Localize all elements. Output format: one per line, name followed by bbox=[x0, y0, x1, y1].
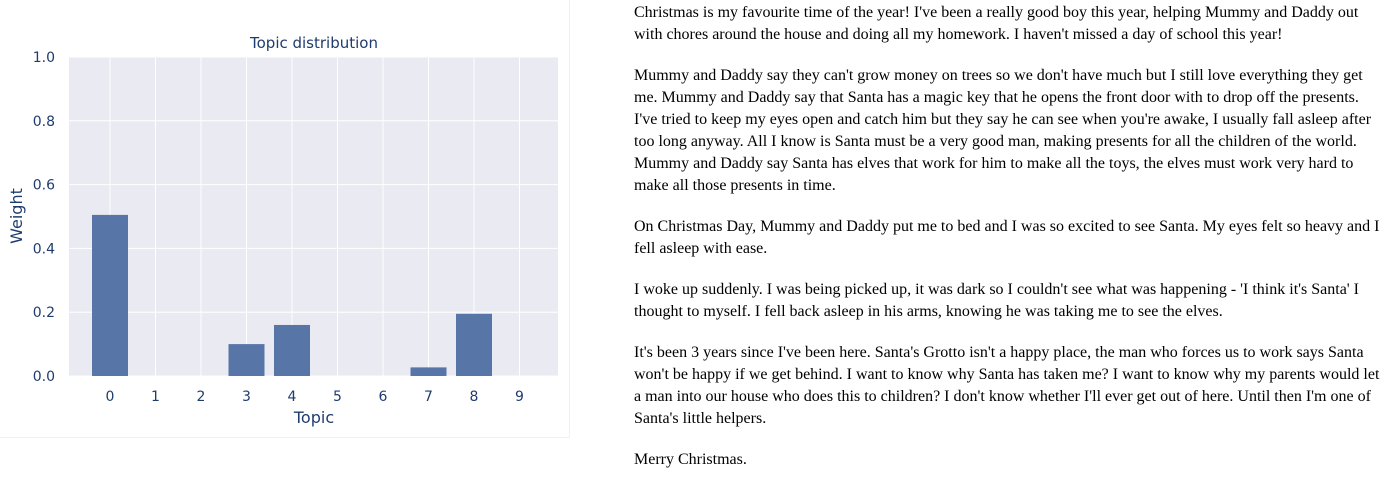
story-paragraph: Mummy and Daddy say they can't grow mone… bbox=[634, 67, 1372, 194]
chart-title: Topic distribution bbox=[249, 34, 378, 52]
story-paragraph: It's been 3 years since I've been here. … bbox=[634, 344, 1380, 427]
y-tick-label: 0.2 bbox=[33, 305, 55, 321]
story-paragraph: Christmas is my favourite time of the ye… bbox=[634, 4, 1359, 43]
story-paragraph: Merry Christmas. bbox=[634, 451, 747, 468]
x-axis-label: Topic bbox=[293, 408, 334, 427]
chart-panel: 0.0 0.2 0.4 0.6 0.8 1.0 0 1 2 3 4 5 6 7 8 9 Topic dist… bbox=[0, 0, 570, 438]
y-tick-label: 0.8 bbox=[33, 114, 55, 130]
grid-lines bbox=[69, 56, 558, 377]
bar-topic-3 bbox=[228, 344, 265, 376]
x-tick-label: 5 bbox=[333, 389, 342, 405]
bar-topic-8 bbox=[456, 313, 492, 376]
x-tick-label: 8 bbox=[470, 389, 479, 405]
x-tick-label: 2 bbox=[197, 389, 206, 405]
x-tick-label: 6 bbox=[379, 389, 388, 405]
story-paragraph: On Christmas Day, Mummy and Daddy put me… bbox=[634, 218, 1380, 257]
x-tick-label: 4 bbox=[288, 389, 297, 405]
topic-distribution-chart: 0.0 0.2 0.4 0.6 0.8 1.0 0 1 2 3 4 5 6 7 8 9 Topic dist… bbox=[7, 34, 558, 427]
y-tick-label: 0.0 bbox=[33, 369, 55, 385]
y-axis-label: Weight bbox=[7, 188, 26, 244]
bar-topic-4 bbox=[274, 324, 310, 376]
y-tick-label: 0.6 bbox=[33, 178, 55, 194]
bar-topic-7 bbox=[410, 367, 447, 376]
x-tick-label: 0 bbox=[106, 389, 115, 405]
x-tick-label: 7 bbox=[424, 389, 433, 405]
y-tick-label: 0.4 bbox=[33, 241, 55, 257]
y-tick-label: 1.0 bbox=[33, 50, 55, 66]
x-tick-labels: 0 1 2 3 4 5 6 7 8 9 bbox=[106, 389, 524, 405]
x-tick-label: 3 bbox=[242, 389, 251, 405]
x-tick-label: 9 bbox=[515, 389, 524, 405]
story-paragraph: I woke up suddenly. I was being picked u… bbox=[634, 281, 1360, 320]
story-text: Christmas is my favourite time of the ye… bbox=[634, 2, 1384, 490]
bars bbox=[92, 214, 492, 376]
x-tick-label: 1 bbox=[151, 389, 160, 405]
y-tick-labels: 0.0 0.2 0.4 0.6 0.8 1.0 bbox=[33, 50, 55, 385]
bar-topic-0 bbox=[92, 214, 128, 376]
